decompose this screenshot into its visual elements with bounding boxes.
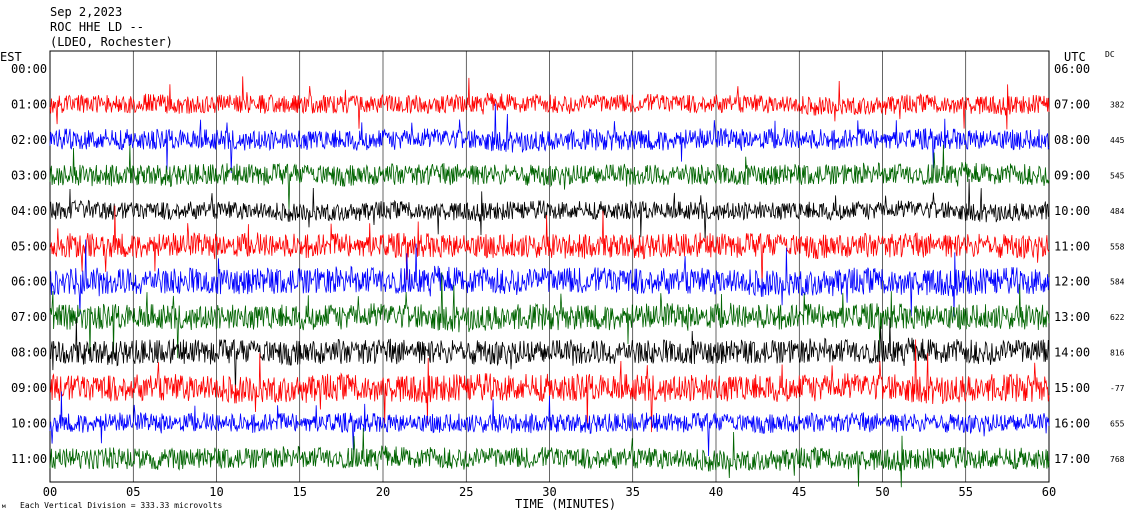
est-label: 08:00 — [11, 346, 47, 360]
dc-value: 768 — [1110, 455, 1125, 464]
x-tick-label: 35 — [626, 485, 640, 499]
est-label: 05:00 — [11, 239, 47, 253]
dc-value: 816 — [1110, 349, 1125, 358]
right-zone-label: UTC — [1064, 50, 1086, 64]
dc-value: -77 — [1110, 384, 1125, 393]
est-label: 02:00 — [11, 133, 47, 147]
utc-label: 13:00 — [1054, 310, 1090, 324]
trace-1000 — [49, 391, 1050, 457]
dc-value: 484 — [1110, 207, 1125, 216]
header-network: (LDEO, Rochester) — [50, 35, 173, 49]
utc-label: 14:00 — [1054, 346, 1090, 360]
plot-frame — [49, 50, 1050, 483]
utc-label: 07:00 — [1054, 97, 1090, 111]
utc-label: 06:00 — [1054, 62, 1090, 76]
x-axis-label: TIME (MINUTES) — [515, 497, 616, 511]
est-label: 01:00 — [11, 97, 47, 111]
x-tick-label: 15 — [293, 485, 307, 499]
grid-lines — [49, 51, 1050, 482]
utc-label: 12:00 — [1054, 275, 1090, 289]
est-label: 00:00 — [11, 62, 47, 76]
trace-1100 — [49, 427, 1050, 488]
trace-0800 — [49, 317, 1050, 395]
dc-value: 622 — [1110, 313, 1125, 322]
row-labels: 00:00 06:00 01:00 07:00 382 02:00 08:00 445 03:0… — [11, 62, 1125, 466]
x-tick-label: 40 — [709, 485, 723, 499]
est-label: 06:00 — [11, 275, 47, 289]
utc-label: 08:00 — [1054, 133, 1090, 147]
trace-0500 — [49, 205, 1050, 288]
scale-icon: м — [2, 503, 6, 510]
trace-0300 — [49, 144, 1050, 212]
dc-value: 445 — [1110, 136, 1125, 145]
x-tick-label: 45 — [792, 485, 806, 499]
header-station: ROC HHE LD -- — [50, 20, 144, 34]
est-label: 11:00 — [11, 452, 47, 466]
utc-label: 11:00 — [1054, 239, 1090, 253]
trace-0600 — [49, 239, 1050, 317]
utc-label: 17:00 — [1054, 452, 1090, 466]
utc-label: 10:00 — [1054, 204, 1090, 218]
x-ticks: 00 05 10 15 20 25 30 35 40 45 50 55 60 — [43, 485, 1056, 499]
dc-value: 545 — [1110, 171, 1125, 180]
footer-scale-note: Each Vertical Division = 333.33 microvol… — [20, 501, 222, 510]
dc-value: 558 — [1110, 242, 1125, 251]
est-label: 03:00 — [11, 168, 47, 182]
trace-0400 — [49, 178, 1050, 241]
x-tick-label: 60 — [1042, 485, 1056, 499]
utc-label: 09:00 — [1054, 168, 1090, 182]
x-tick-label: 00 — [43, 485, 57, 499]
header-date: Sep 2,2023 — [50, 5, 122, 19]
x-tick-label: 30 — [542, 485, 556, 499]
est-label: 09:00 — [11, 381, 47, 395]
x-tick-label: 05 — [126, 485, 140, 499]
est-label: 10:00 — [11, 417, 47, 431]
x-tick-label: 10 — [209, 485, 223, 499]
x-tick-label: 25 — [459, 485, 473, 499]
x-tick-label: 50 — [875, 485, 889, 499]
trace-0700 — [49, 272, 1050, 359]
dc-label: DC — [1105, 50, 1115, 59]
est-label: 07:00 — [11, 310, 47, 324]
est-label: 04:00 — [11, 204, 47, 218]
dc-value: 655 — [1110, 420, 1125, 429]
left-zone-label: EST — [0, 50, 22, 64]
dc-value: 382 — [1110, 100, 1125, 109]
trace-0100 — [49, 76, 1050, 130]
x-tick-label: 20 — [376, 485, 390, 499]
utc-label: 15:00 — [1054, 381, 1090, 395]
utc-label: 16:00 — [1054, 417, 1090, 431]
trace-0200 — [49, 103, 1050, 174]
traces — [49, 76, 1050, 488]
x-tick-label: 55 — [959, 485, 973, 499]
dc-value: 584 — [1110, 278, 1125, 287]
